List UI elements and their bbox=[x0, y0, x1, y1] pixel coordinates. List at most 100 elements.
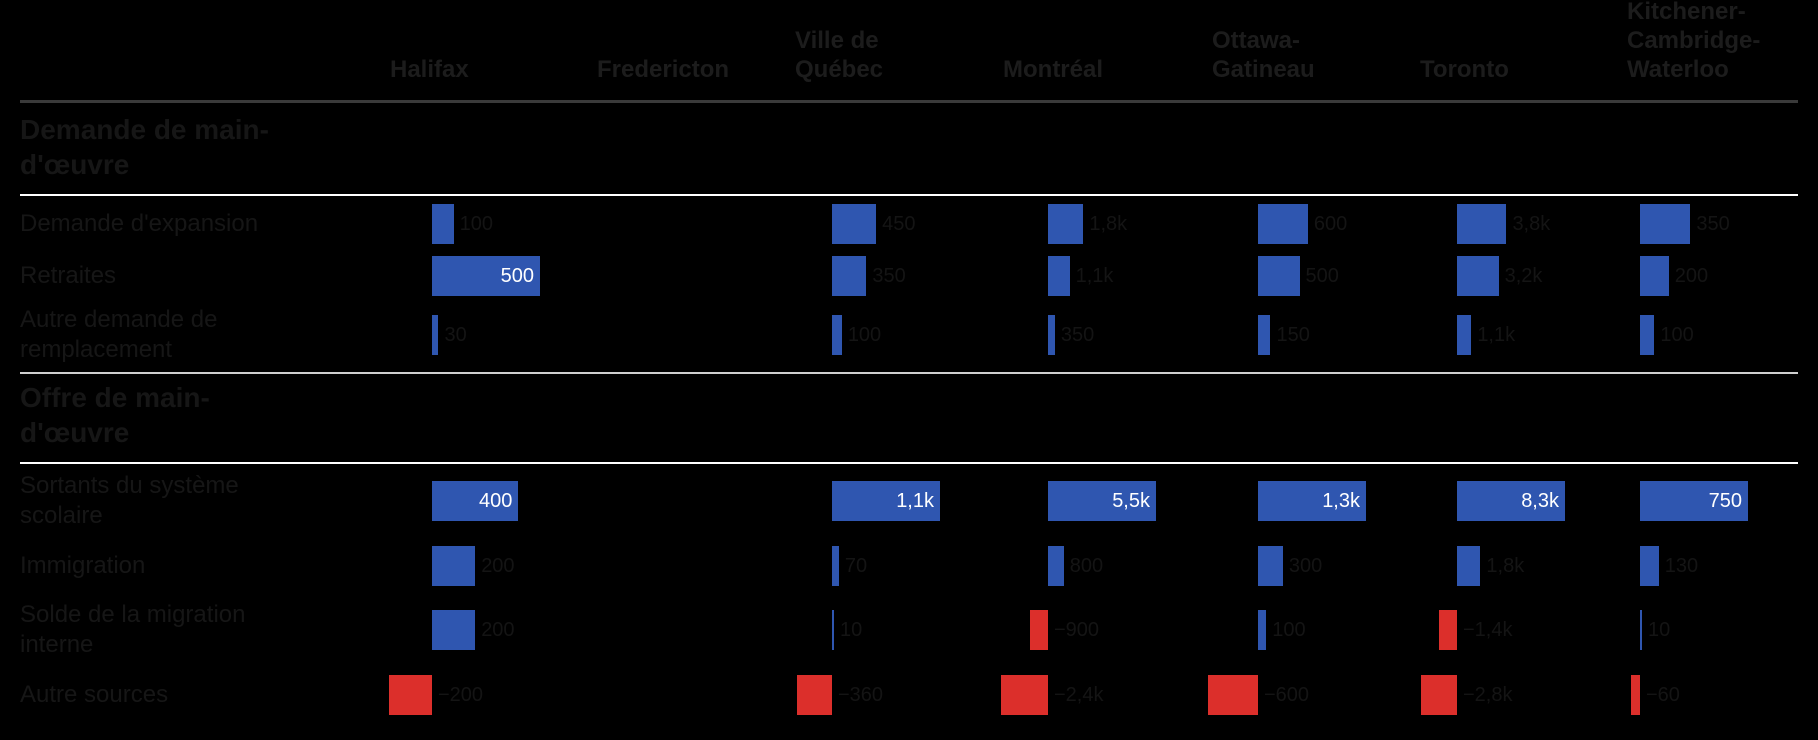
row-label: Autre sources bbox=[20, 681, 169, 708]
value-label: 300 bbox=[1288, 555, 1323, 577]
column-header-wrap: Montréal bbox=[1003, 0, 1183, 84]
section-rule bbox=[20, 462, 1798, 464]
bar bbox=[1258, 256, 1300, 296]
value-label: 1,1k bbox=[896, 490, 934, 512]
bar bbox=[1030, 610, 1048, 650]
bar bbox=[1457, 204, 1507, 244]
bar bbox=[832, 610, 834, 650]
value-label: 500 bbox=[500, 265, 534, 287]
value-label: 100 bbox=[459, 213, 493, 235]
value-label: 500 bbox=[1305, 265, 1339, 287]
column-header: Ottawa- Gatineau bbox=[1212, 27, 1315, 83]
row-label: Solde de la migration interne bbox=[20, 601, 246, 658]
value-label: 100 bbox=[1660, 324, 1694, 346]
bar bbox=[1438, 610, 1457, 650]
bar bbox=[1640, 315, 1655, 355]
bar bbox=[388, 675, 432, 715]
value-label: −600 bbox=[1264, 684, 1310, 706]
bar bbox=[832, 481, 940, 521]
value-label: −900 bbox=[1054, 619, 1100, 641]
value-label: 400 bbox=[479, 490, 513, 512]
value-label: 8,3k bbox=[1521, 490, 1559, 512]
section-title: Demande de main-d'œuvre bbox=[20, 114, 269, 180]
bar bbox=[832, 256, 867, 296]
bar bbox=[1258, 481, 1366, 521]
header-rule bbox=[20, 100, 1798, 103]
row-label: Sortants du système scolaire bbox=[20, 472, 239, 529]
bar bbox=[1631, 675, 1640, 715]
column-header-wrap: Toronto bbox=[1420, 0, 1600, 84]
value-label: 350 bbox=[1060, 324, 1095, 346]
value-label: 100 bbox=[1272, 619, 1306, 641]
column-header: Kitchener- Cambridge- Waterloo bbox=[1627, 0, 1761, 83]
value-label: 30 bbox=[444, 324, 467, 346]
bar bbox=[832, 315, 842, 355]
bar bbox=[1457, 481, 1565, 521]
section-separator bbox=[20, 372, 1798, 374]
value-label: 1,8k bbox=[1089, 213, 1128, 235]
bar bbox=[832, 204, 877, 244]
value-label: 10 bbox=[1648, 619, 1671, 641]
value-label: 200 bbox=[1674, 265, 1709, 287]
bar bbox=[1258, 204, 1308, 244]
value-label: −360 bbox=[838, 684, 884, 706]
bar bbox=[1640, 610, 1642, 650]
section-rule bbox=[20, 194, 1798, 196]
column-header-wrap: Fredericton bbox=[597, 0, 777, 84]
value-label: 1,1k bbox=[1477, 324, 1516, 346]
bar bbox=[432, 256, 540, 296]
value-label: 350 bbox=[1696, 213, 1730, 235]
row-label: Immigration bbox=[20, 552, 146, 579]
value-label: 200 bbox=[481, 619, 515, 641]
column-header-wrap: Kitchener- Cambridge- Waterloo bbox=[1627, 0, 1807, 84]
bar bbox=[1048, 204, 1084, 244]
column-header-wrap: Ville de Québec bbox=[795, 0, 975, 84]
value-label: 3,2k bbox=[1504, 265, 1543, 287]
bar bbox=[1048, 481, 1156, 521]
value-label: 350 bbox=[872, 265, 906, 287]
bar bbox=[1000, 675, 1048, 715]
value-label: −1,4k bbox=[1463, 619, 1513, 641]
column-header: Fredericton bbox=[597, 56, 730, 83]
value-label: 3,8k bbox=[1512, 213, 1551, 235]
column-header-wrap: Ottawa- Gatineau bbox=[1212, 0, 1392, 84]
bar bbox=[1640, 256, 1669, 296]
value-label: 800 bbox=[1069, 555, 1104, 577]
bar bbox=[1048, 256, 1070, 296]
column-header: Ville de Québec bbox=[795, 27, 884, 83]
value-label: 5,5k bbox=[1112, 490, 1150, 512]
bar bbox=[1640, 204, 1691, 244]
bar bbox=[1048, 546, 1064, 586]
value-label: 10 bbox=[840, 619, 863, 641]
value-label: 70 bbox=[844, 555, 868, 577]
bar bbox=[1457, 546, 1481, 586]
value-label: 200 bbox=[481, 555, 515, 577]
column-header-wrap: Halifax bbox=[390, 0, 570, 84]
column-header: Halifax bbox=[390, 56, 469, 83]
bar bbox=[1258, 610, 1267, 650]
value-label: −2,4k bbox=[1054, 684, 1104, 706]
value-label: 130 bbox=[1664, 555, 1699, 577]
value-label: 150 bbox=[1276, 324, 1310, 346]
bar bbox=[432, 204, 454, 244]
value-label: 600 bbox=[1313, 213, 1348, 235]
value-label: 750 bbox=[1708, 490, 1742, 512]
bar bbox=[432, 315, 439, 355]
value-label: −2,8k bbox=[1463, 684, 1513, 706]
value-label: 1,3k bbox=[1322, 490, 1360, 512]
section-title: Offre de main-d'œuvre bbox=[20, 382, 210, 448]
value-label: 450 bbox=[882, 213, 916, 235]
bar bbox=[1208, 675, 1258, 715]
bar bbox=[1258, 315, 1271, 355]
row-label: Demande d'expansion bbox=[20, 210, 259, 237]
value-label: 100 bbox=[847, 324, 882, 346]
value-label: −60 bbox=[1646, 684, 1680, 706]
bar bbox=[432, 610, 476, 650]
bar bbox=[1048, 315, 1055, 355]
column-header: Montréal bbox=[1003, 56, 1104, 83]
bar bbox=[432, 546, 476, 586]
bar bbox=[1640, 481, 1748, 521]
bar bbox=[432, 481, 519, 521]
bar bbox=[832, 546, 839, 586]
